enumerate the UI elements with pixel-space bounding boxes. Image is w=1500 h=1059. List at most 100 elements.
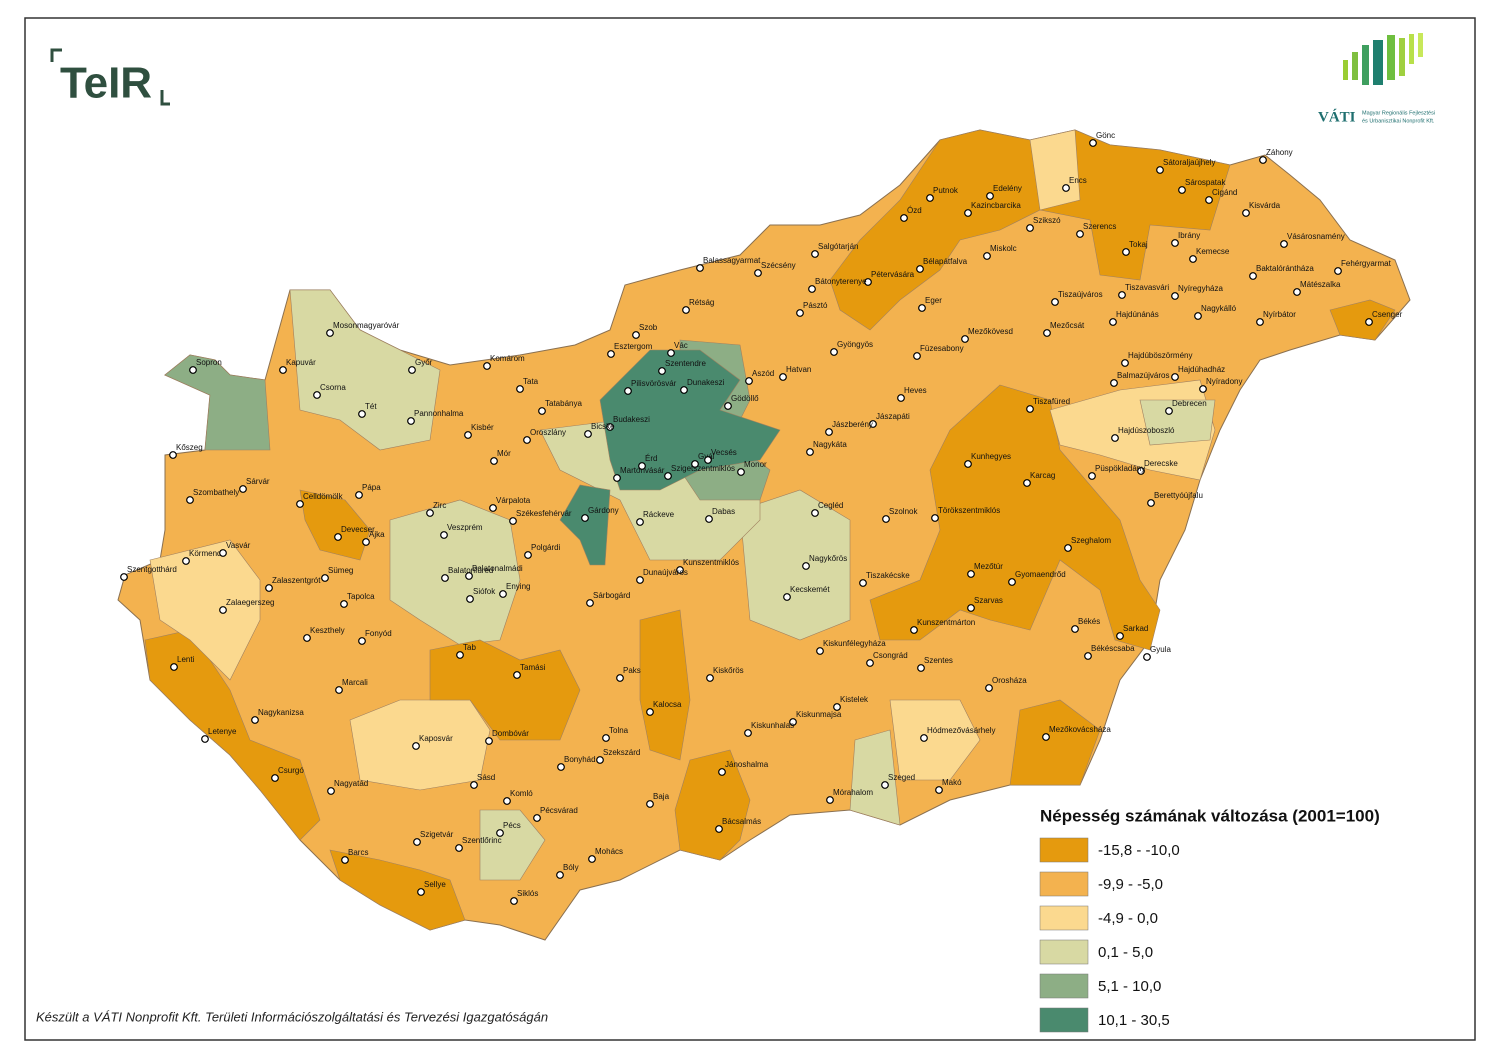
city-dot [745, 377, 753, 385]
city-label: Szécsény [761, 261, 796, 270]
city-dot [1088, 472, 1096, 480]
city-dot [913, 352, 921, 360]
region [869, 384, 1161, 651]
city-dot [1026, 224, 1034, 232]
city-label: Hajdúszoboszló [1118, 426, 1175, 435]
city-label: Sümeg [328, 566, 353, 575]
city-label: Ibrány [1178, 231, 1200, 240]
city-dot [483, 362, 491, 370]
city-label: Cigánd [1212, 188, 1237, 197]
legend-label: -9,9 - -5,0 [1098, 876, 1163, 893]
legend-swatch [1039, 939, 1089, 965]
city-dot [239, 485, 247, 493]
city-dot [440, 531, 448, 539]
city-dot [557, 763, 565, 771]
city-label: Zalaegerszeg [226, 598, 274, 607]
city-dot [456, 651, 464, 659]
city-dot [602, 734, 610, 742]
city-label: Kazincbarcika [971, 201, 1021, 210]
legend-label: 0,1 - 5,0 [1098, 944, 1153, 961]
city-label: Oroszlány [530, 428, 566, 437]
city-dot [624, 387, 632, 395]
region [289, 289, 441, 451]
city-dot [341, 856, 349, 864]
city-label: Kunszentmiklós [683, 558, 739, 567]
city-dot [869, 420, 877, 428]
city-dot [513, 671, 521, 679]
city-dot [811, 250, 819, 258]
city-dot [1249, 272, 1257, 280]
city-label: Szombathely [193, 488, 239, 497]
city-label: Hódmezővásárhely [927, 726, 995, 735]
city-dot [789, 718, 797, 726]
city-label: Érd [645, 454, 657, 463]
city-dot [682, 306, 690, 314]
city-label: Jászapáti [876, 412, 910, 421]
city-dot [737, 468, 745, 476]
city-dot [1171, 373, 1179, 381]
city-dot [251, 716, 259, 724]
city-label: Székesfehérvár [516, 509, 572, 518]
regions [117, 129, 1411, 941]
city-label: Kisbér [471, 423, 494, 432]
city-dot [607, 350, 615, 358]
city-dot [1109, 318, 1117, 326]
region [149, 539, 261, 681]
city-label: Dabas [712, 507, 735, 516]
city-label: Tolna [609, 726, 629, 735]
city-label: Sopron [196, 358, 222, 367]
city-dot [533, 814, 541, 822]
city-label: Nagykanizsa [258, 708, 304, 717]
city-dot [586, 599, 594, 607]
city-dot [1084, 652, 1092, 660]
city-label: Sellye [424, 880, 446, 889]
city-label: Tab [463, 643, 476, 652]
city-dot [926, 194, 934, 202]
city-dot [1023, 479, 1031, 487]
city-label: Tiszaújváros [1058, 290, 1103, 299]
city-label: Kaposvár [419, 734, 453, 743]
city-dot [811, 509, 819, 517]
city-label: Pilisvörösvár [631, 379, 677, 388]
city-dot [1189, 255, 1197, 263]
city-dot [931, 514, 939, 522]
city-label: Edelény [993, 184, 1022, 193]
city-label: Siófok [473, 587, 496, 596]
city-label: Szigetszentmiklós [671, 464, 735, 473]
city-dot [407, 417, 415, 425]
city-label: Celldömölk [303, 492, 344, 501]
city-label: Barcs [348, 848, 368, 857]
city-label: Budakeszi [613, 415, 650, 424]
city-label: Mór [497, 449, 511, 458]
city-label: Gárdony [588, 506, 619, 515]
city-label: Aszód [752, 369, 774, 378]
city-label: Nyíradony [1206, 377, 1242, 386]
city-label: Fonyód [365, 629, 392, 638]
city-label: Nagykőrös [809, 554, 847, 563]
city-label: Polgárdi [531, 543, 561, 552]
city-dot [189, 366, 197, 374]
city-label: Rétság [689, 298, 714, 307]
city-label: Heves [904, 386, 927, 395]
city-dot [881, 781, 889, 789]
city-label: Sarkad [1123, 624, 1148, 633]
city-dot [1334, 267, 1342, 275]
city-label: Paks [623, 666, 641, 675]
city-label: Ráckeve [643, 510, 675, 519]
city-dot [326, 329, 334, 337]
city-label: Tata [523, 377, 539, 386]
city-dot [408, 366, 416, 374]
city-dot [1064, 544, 1072, 552]
city-dot [358, 410, 366, 418]
city-dot [1062, 184, 1070, 192]
city-dot [1205, 196, 1213, 204]
city-dot [1116, 632, 1124, 640]
city-dot [825, 428, 833, 436]
city-dot [704, 456, 712, 464]
region [1139, 399, 1216, 446]
city-dot [584, 430, 592, 438]
city-label: Komló [510, 789, 533, 798]
city-dot [455, 844, 463, 852]
city-label: Monor [744, 460, 767, 469]
